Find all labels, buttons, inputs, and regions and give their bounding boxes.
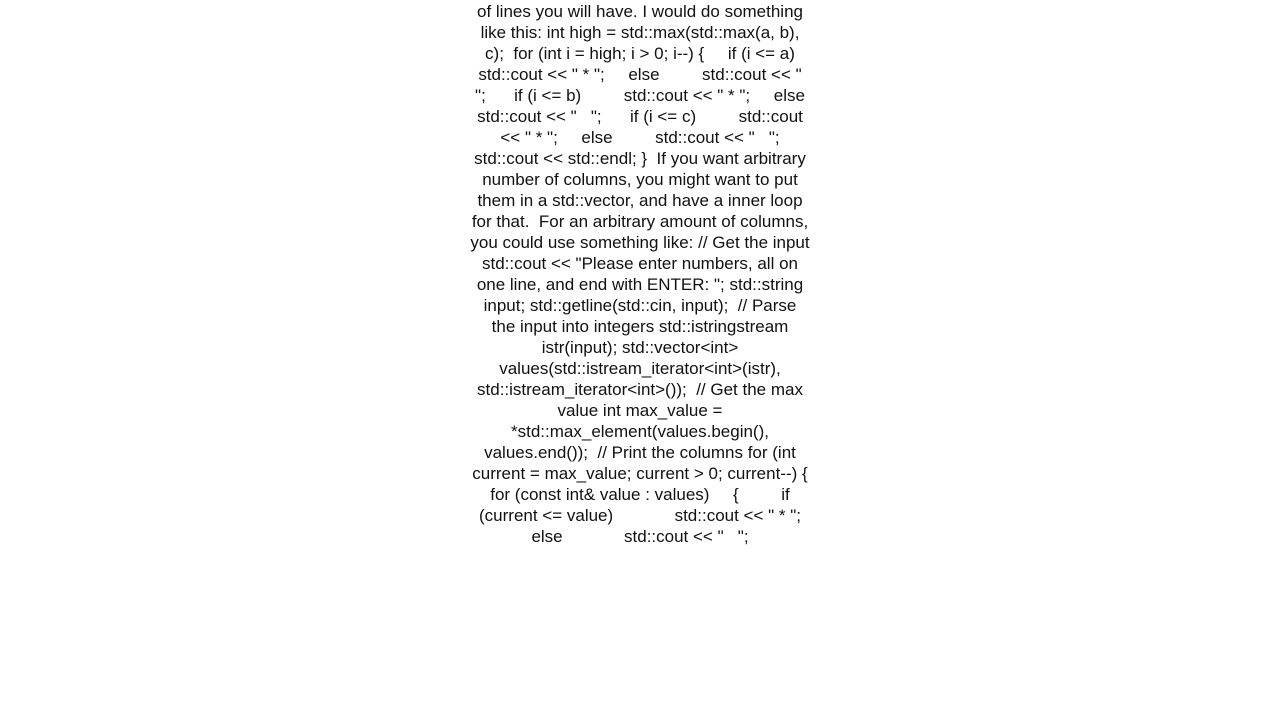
page-container: out the highest column, as this is the n… (0, 0, 1280, 720)
document-body-text: out the highest column, as this is the n… (470, 0, 810, 547)
